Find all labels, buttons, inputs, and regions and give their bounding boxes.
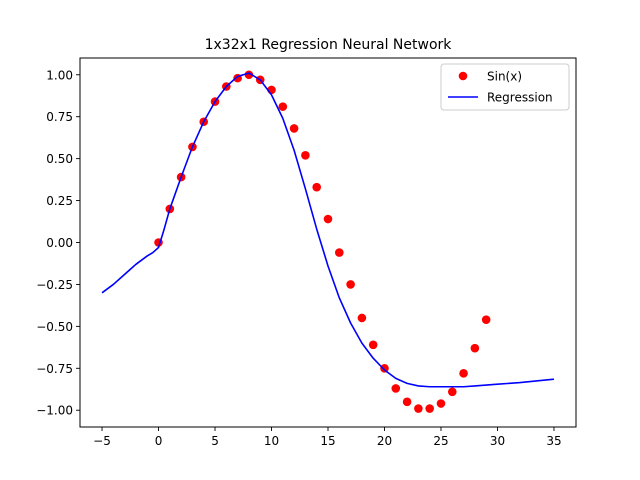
sin-point <box>357 313 367 323</box>
legend-marker-swatch <box>458 71 468 81</box>
y-tick-label: 0.25 <box>46 194 73 208</box>
sin-point <box>436 399 446 408</box>
axes: −5 0 5 10 15 20 25 30 35 1.00 0.75 0.50 0.25 0.00 −0.2… <box>36 57 577 448</box>
sin-point <box>380 364 389 373</box>
sin-point <box>278 102 288 111</box>
y-tick-label: 0.00 <box>46 236 73 250</box>
sin-point <box>481 315 491 324</box>
x-tick-label: 20 <box>377 434 392 448</box>
sin-point <box>414 404 423 413</box>
sin-point <box>425 404 434 413</box>
sin-point <box>459 369 468 378</box>
sin-point <box>391 384 401 393</box>
y-tick-label: 0.75 <box>46 110 73 124</box>
legend-label: Sin(x) <box>487 70 522 84</box>
x-tick-label: 35 <box>546 434 561 448</box>
y-tick-label: 0.50 <box>46 152 73 166</box>
sin-point <box>346 280 355 289</box>
plot-area <box>101 70 555 413</box>
x-tick-label: 30 <box>490 434 505 448</box>
y-tick-label: −1.00 <box>36 404 73 418</box>
x-tick-label: 25 <box>433 434 448 448</box>
y-tick-label: −0.25 <box>36 278 73 292</box>
legend-box <box>440 63 570 111</box>
legend-label: Regression <box>487 91 553 105</box>
sin-point <box>301 150 310 160</box>
y-tick-label: −0.50 <box>36 320 73 334</box>
x-tick-label: 5 <box>211 434 219 448</box>
sin-point <box>447 387 457 397</box>
x-tick-label: 0 <box>155 434 163 448</box>
y-tick-label: −0.75 <box>36 362 73 376</box>
sin-point <box>335 248 344 257</box>
legend: Sin(x) Regression <box>440 63 570 111</box>
chart-title: 1x32x1 Regression Neural Network <box>205 37 453 53</box>
x-tick-label: −5 <box>93 434 111 448</box>
x-tick-label: 10 <box>264 434 279 448</box>
regression-line <box>101 72 555 388</box>
y-tick-label: 1.00 <box>46 68 73 82</box>
sin-point <box>368 340 378 350</box>
x-tick-label: 15 <box>320 434 335 448</box>
data-series <box>101 70 555 413</box>
sin-point <box>402 397 412 407</box>
sin-point <box>312 182 322 192</box>
sin-point <box>470 343 480 353</box>
sin-point <box>244 70 254 80</box>
sin-point <box>289 124 299 133</box>
sin-point <box>323 214 333 224</box>
